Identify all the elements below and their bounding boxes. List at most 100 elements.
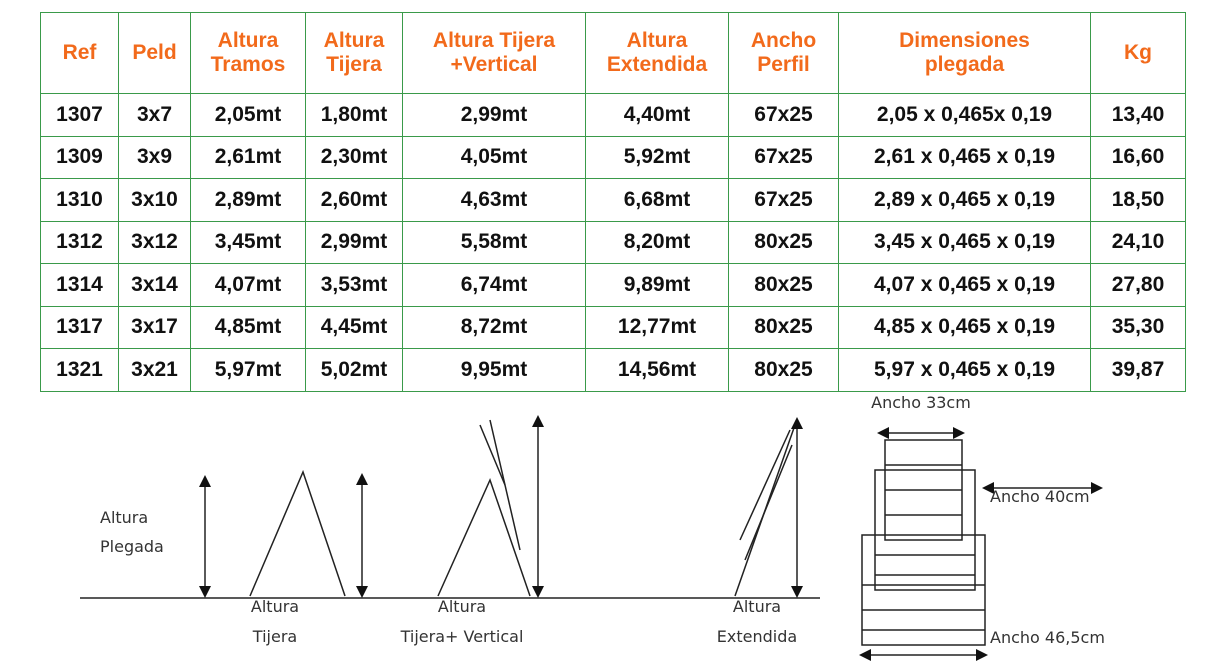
cell: 9,89mt	[585, 263, 729, 307]
cell: 3,45 x 0,465 x 0,19	[838, 221, 1091, 264]
diagram-label: Altura	[251, 597, 299, 616]
row: 1317 3x17 4,85mt 4,45mt 8,72mt 12,77mt 80x25 4,…	[40, 306, 1186, 349]
cell: 2,99mt	[402, 93, 586, 137]
cell: 2,61mt	[190, 136, 306, 179]
diagram-label: Altura	[438, 597, 486, 616]
cell: 3x14	[118, 263, 191, 307]
row: 1314 3x14 4,07mt 3,53mt 6,74mt 9,89mt 80x25 4,0…	[40, 263, 1186, 307]
diagram-label: Tijera+ Vertical	[400, 627, 524, 646]
cell: 1309	[40, 136, 119, 179]
cell: 4,07mt	[190, 263, 306, 307]
cell: 2,99mt	[305, 221, 403, 264]
cell: 27,80	[1090, 263, 1186, 307]
cell: 6,74mt	[402, 263, 586, 307]
cell: 4,85mt	[190, 306, 306, 349]
cell: 2,60mt	[305, 178, 403, 222]
row: 1310 3x10 2,89mt 2,60mt 4,63mt 6,68mt 67x25 2,8…	[40, 178, 1186, 222]
header-cell: Kg	[1090, 12, 1186, 94]
cell: 4,63mt	[402, 178, 586, 222]
cell: 4,05mt	[402, 136, 586, 179]
header-cell: Ref	[40, 12, 119, 94]
spec-table: Ref Peld Altura Tramos Altura Tijera Altura Ti…	[40, 12, 1186, 392]
cell: 3x21	[118, 348, 191, 392]
cell: 5,02mt	[305, 348, 403, 392]
cell: 4,07 x 0,465 x 0,19	[838, 263, 1091, 307]
cell: 2,05 x 0,465x 0,19	[838, 93, 1091, 137]
header-text: Altura	[626, 29, 688, 52]
header-text: Ancho	[750, 29, 817, 52]
cell: 2,30mt	[305, 136, 403, 179]
cell: 1307	[40, 93, 119, 137]
header-cell: Ancho Perfil	[728, 12, 839, 94]
header-text: Altura	[323, 29, 385, 52]
diagram-label: Plegada	[100, 537, 164, 556]
header-text: Altura	[217, 29, 279, 52]
header-cell: Altura Extendida	[585, 12, 729, 94]
cell: 5,97mt	[190, 348, 306, 392]
header-text: Dimensiones	[899, 29, 1030, 52]
header-text: Kg	[1124, 41, 1152, 64]
row: 1307 3x7 2,05mt 1,80mt 2,99mt 4,40mt 67x25 2,05…	[40, 93, 1186, 137]
cell: 5,97 x 0,465 x 0,19	[838, 348, 1091, 392]
cell: 2,05mt	[190, 93, 306, 137]
cell: 3x10	[118, 178, 191, 222]
header-cell: Dimensiones plegada	[838, 12, 1091, 94]
header-text: Tramos	[210, 53, 286, 76]
row: 1309 3x9 2,61mt 2,30mt 4,05mt 5,92mt 67x25 2,61…	[40, 136, 1186, 179]
header-text: +Vertical	[450, 53, 538, 76]
cell: 1312	[40, 221, 119, 264]
row: 1312 3x12 3,45mt 2,99mt 5,58mt 8,20mt 80x25 3,4…	[40, 221, 1186, 264]
cell: 4,85 x 0,465 x 0,19	[838, 306, 1091, 349]
cell: 1310	[40, 178, 119, 222]
cell: 24,10	[1090, 221, 1186, 264]
cell: 9,95mt	[402, 348, 586, 392]
diagram-label: Extendida	[717, 627, 797, 646]
cell: 1317	[40, 306, 119, 349]
cell: 80x25	[728, 306, 839, 349]
cell: 3x12	[118, 221, 191, 264]
diagram-label: Ancho 33cm	[871, 393, 971, 412]
header-cell: Altura Tijera +Vertical	[402, 12, 586, 94]
header-text: Altura Tijera	[432, 29, 556, 52]
cell: 5,92mt	[585, 136, 729, 179]
header-text: Perfil	[757, 53, 810, 76]
cell: 3x17	[118, 306, 191, 349]
cell: 3,45mt	[190, 221, 306, 264]
cell: 1314	[40, 263, 119, 307]
cell: 13,40	[1090, 93, 1186, 137]
header-row: Ref Peld Altura Tramos Altura Tijera Altura Ti…	[40, 12, 1186, 94]
diagram: Altura Plegada Altura Tijera Altura Tijera+ V…	[80, 393, 1105, 661]
cell: 8,20mt	[585, 221, 729, 264]
cell: 8,72mt	[402, 306, 586, 349]
cell: 80x25	[728, 221, 839, 264]
diagram-label: Ancho 46,5cm	[990, 628, 1105, 647]
cell: 12,77mt	[585, 306, 729, 349]
header-text: Peld	[132, 41, 177, 64]
header-text: Tijera	[326, 53, 382, 76]
header-cell: Altura Tramos	[190, 12, 306, 94]
cell: 2,89 x 0,465 x 0,19	[838, 178, 1091, 222]
row: 1321 3x21 5,97mt 5,02mt 9,95mt 14,56mt 80x25 5,…	[40, 348, 1186, 392]
cell: 3,53mt	[305, 263, 403, 307]
header-text: Ref	[62, 41, 97, 64]
cell: 67x25	[728, 93, 839, 137]
cell: 67x25	[728, 178, 839, 222]
header-cell: Altura Tijera	[305, 12, 403, 94]
header-text: plegada	[924, 53, 1005, 76]
cell: 80x25	[728, 348, 839, 392]
cell: 14,56mt	[585, 348, 729, 392]
cell: 5,58mt	[402, 221, 586, 264]
cell: 4,45mt	[305, 306, 403, 349]
cell: 3x7	[118, 93, 191, 137]
cell: 1321	[40, 348, 119, 392]
diagram-label: Tijera	[252, 627, 297, 646]
header-text: Extendida	[606, 53, 708, 76]
cell: 80x25	[728, 263, 839, 307]
diagram-label: Altura	[733, 597, 781, 616]
cell: 16,60	[1090, 136, 1186, 179]
cell: 6,68mt	[585, 178, 729, 222]
cell: 67x25	[728, 136, 839, 179]
cell: 1,80mt	[305, 93, 403, 137]
cell: 18,50	[1090, 178, 1186, 222]
